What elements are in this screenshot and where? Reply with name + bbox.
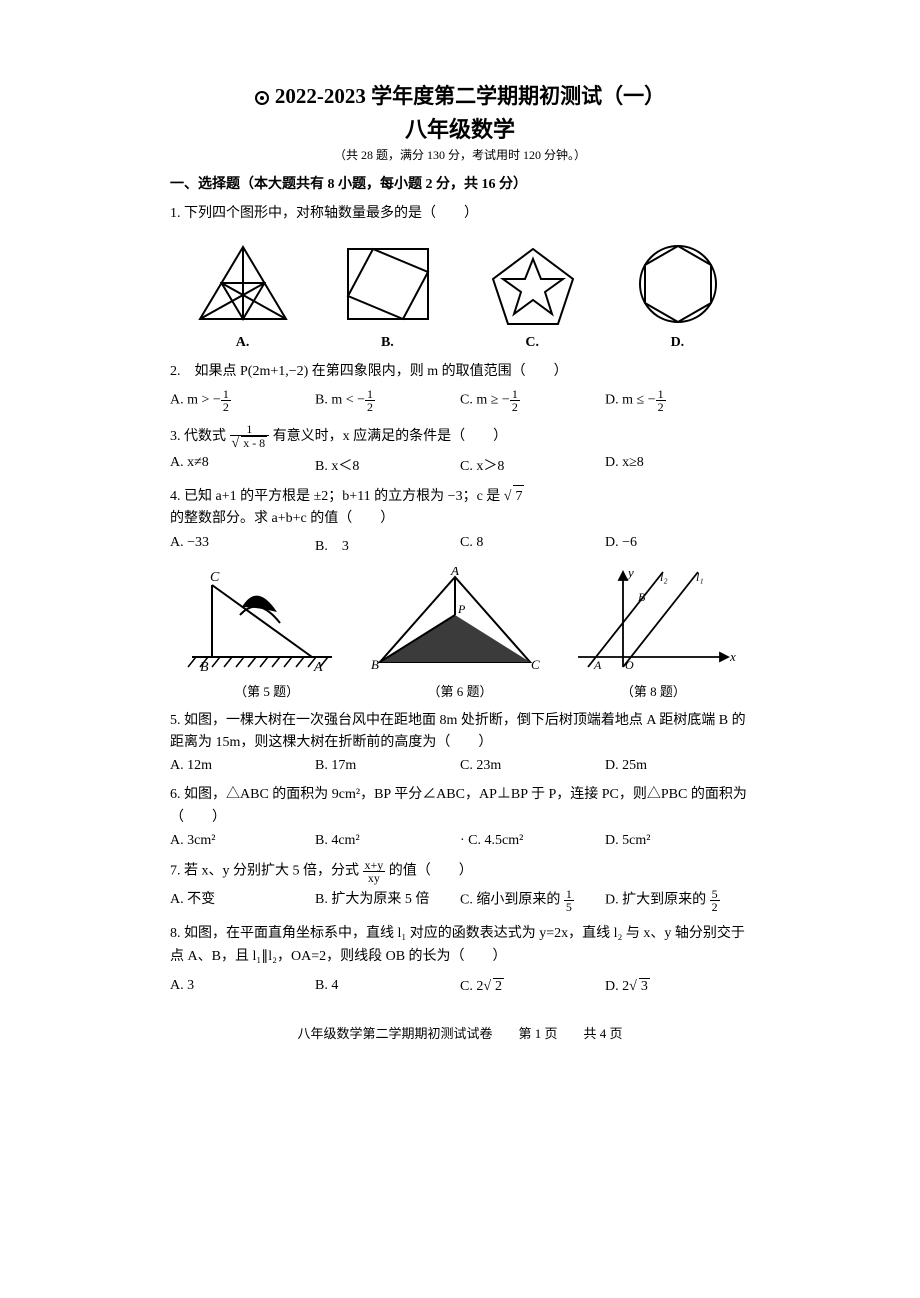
q2-opt-a: A. m > −12: [170, 388, 315, 413]
section-1-head: 一、选择题（本大题共有 8 小题，每小题 2 分，共 16 分）: [170, 173, 750, 193]
q6-text: 6. 如图，△ABC 的面积为 9cm²，BP 平分∠ABC，AP⊥BP 于 P…: [170, 784, 750, 829]
q1-fig-d: [623, 239, 733, 329]
q4-opt-d: D. −6: [605, 535, 750, 555]
svg-text:l₂: l₂: [660, 570, 668, 584]
q1-labels: A. B. C. D.: [170, 335, 750, 351]
q3-opt-b: B. x＜8: [315, 455, 460, 475]
q6-caption: （第 6 题）: [427, 681, 492, 700]
q5-text: 5. 如图，一棵大树在一次强台风中在距地面 8m 处折断，倒下后树顶端着地点 A…: [170, 710, 750, 755]
q4-opt-a: A. −33: [170, 535, 315, 555]
q8-opt-c: C. 2√2: [460, 978, 605, 995]
q6-opt-b: B. 4cm²: [315, 833, 460, 849]
q7-options: A. 不变 B. 扩大为原来 5 倍 C. 缩小到原来的 15 D. 扩大到原来…: [170, 888, 750, 913]
q7-opt-d: D. 扩大到原来的 52: [605, 888, 750, 913]
page-title: 2022-2023 学年度第二学期期初测试（一）: [170, 80, 750, 110]
q8-caption: （第 8 题）: [621, 681, 686, 700]
q1-fig-a: [188, 239, 298, 329]
q1-fig-c: [478, 239, 588, 329]
q6-figure: A P B C: [365, 567, 545, 677]
q1-opt-b: B.: [381, 335, 394, 351]
page-footer: 八年级数学第二学期期初测试试卷 第 1 页 共 4 页: [170, 1023, 750, 1042]
q4-options: A. −33 B. 3 C. 8 D. −6: [170, 535, 750, 555]
svg-text:B: B: [638, 590, 646, 604]
q7-opt-c: C. 缩小到原来的 15: [460, 888, 605, 913]
q2-text: 2. 如果点 P(2m+1,−2) 在第四象限内，则 m 的取值范围（ ）: [170, 361, 750, 383]
svg-text:O: O: [625, 658, 634, 672]
q3-opt-a: A. x≠8: [170, 455, 315, 475]
q4-text: 4. 已知 a+1 的平方根是 ±2；b+11 的立方根为 −3；c 是 √7 …: [170, 485, 750, 531]
q1-figures: [170, 239, 750, 329]
q1-opt-a: A.: [236, 335, 250, 351]
svg-text:B: B: [200, 660, 209, 675]
q5-caption: （第 5 题）: [234, 681, 299, 700]
q2-opt-c: C. m ≥ −12: [460, 388, 605, 413]
q5-opt-b: B. 17m: [315, 758, 460, 774]
svg-text:y: y: [626, 567, 634, 580]
mid-fig-captions: （第 5 题） （第 6 题） （第 8 题）: [170, 681, 750, 700]
q5-opt-a: A. 12m: [170, 758, 315, 774]
svg-text:A: A: [593, 658, 602, 672]
q2-opt-b: B. m < −12: [315, 388, 460, 413]
q8-text: 8. 如图，在平面直角坐标系中，直线 l₁ 对应的函数表达式为 y=2x，直线 …: [170, 923, 750, 968]
q1-opt-c: C.: [525, 335, 539, 351]
svg-text:l₁: l₁: [696, 570, 704, 584]
q1-opt-d: D.: [671, 335, 685, 351]
q8-opt-b: B. 4: [315, 978, 460, 995]
bullet-icon: [255, 91, 269, 105]
q3-text: 3. 代数式 1√x - 8 有意义时，x 应满足的条件是（ ）: [170, 423, 750, 451]
q4-opt-c: C. 8: [460, 535, 605, 555]
q6-opt-d: D. 5cm²: [605, 833, 750, 849]
q2-options: A. m > −12 B. m < −12 C. m ≥ −12 D. m ≤ …: [170, 388, 750, 413]
q1-text: 1. 下列四个图形中，对称轴数量最多的是（ ）: [170, 203, 750, 225]
page-subtitle: 八年级数学: [170, 112, 750, 144]
q7-opt-a: A. 不变: [170, 888, 315, 913]
q3-opt-c: C. x＞8: [460, 455, 605, 475]
q5-opt-d: D. 25m: [605, 758, 750, 774]
mid-figures: C B A A P B C y: [170, 567, 750, 677]
q7-opt-b: B. 扩大为原来 5 倍: [315, 888, 460, 913]
svg-text:A: A: [313, 660, 323, 675]
q2-opt-d: D. m ≤ −12: [605, 388, 750, 413]
q8-opt-d: D. 2√3: [605, 978, 750, 995]
svg-text:B: B: [371, 657, 379, 672]
svg-text:P: P: [457, 602, 466, 616]
q5-options: A. 12m B. 17m C. 23m D. 25m: [170, 758, 750, 774]
q8-opt-a: A. 3: [170, 978, 315, 995]
q5-figure: C B A: [182, 567, 342, 677]
q1-fig-b: [333, 239, 443, 329]
q3-options: A. x≠8 B. x＜8 C. x＞8 D. x≥8: [170, 455, 750, 475]
q8-options: A. 3 B. 4 C. 2√2 D. 2√3: [170, 978, 750, 995]
svg-text:A: A: [450, 567, 459, 578]
svg-text:x: x: [729, 649, 736, 664]
q7-text: 7. 若 x、y 分别扩大 5 倍，分式 x+yxy 的值（ ）: [170, 859, 750, 884]
q6-opt-a: A. 3cm²: [170, 833, 315, 849]
svg-text:C: C: [531, 657, 540, 672]
q3-opt-d: D. x≥8: [605, 455, 750, 475]
q4-opt-b: B. 3: [315, 535, 460, 555]
title-text: 2022-2023 学年度第二学期期初测试（一）: [275, 84, 665, 108]
q6-opt-c: · C. 4.5cm²: [460, 833, 605, 849]
q8-figure: y x O A B l₂ l₁: [568, 567, 738, 677]
q5-opt-c: C. 23m: [460, 758, 605, 774]
q6-options: A. 3cm² B. 4cm² · C. 4.5cm² D. 5cm²: [170, 833, 750, 849]
svg-text:C: C: [210, 570, 220, 585]
page-meta: （共 28 题，满分 130 分，考试用时 120 分钟。）: [170, 146, 750, 163]
